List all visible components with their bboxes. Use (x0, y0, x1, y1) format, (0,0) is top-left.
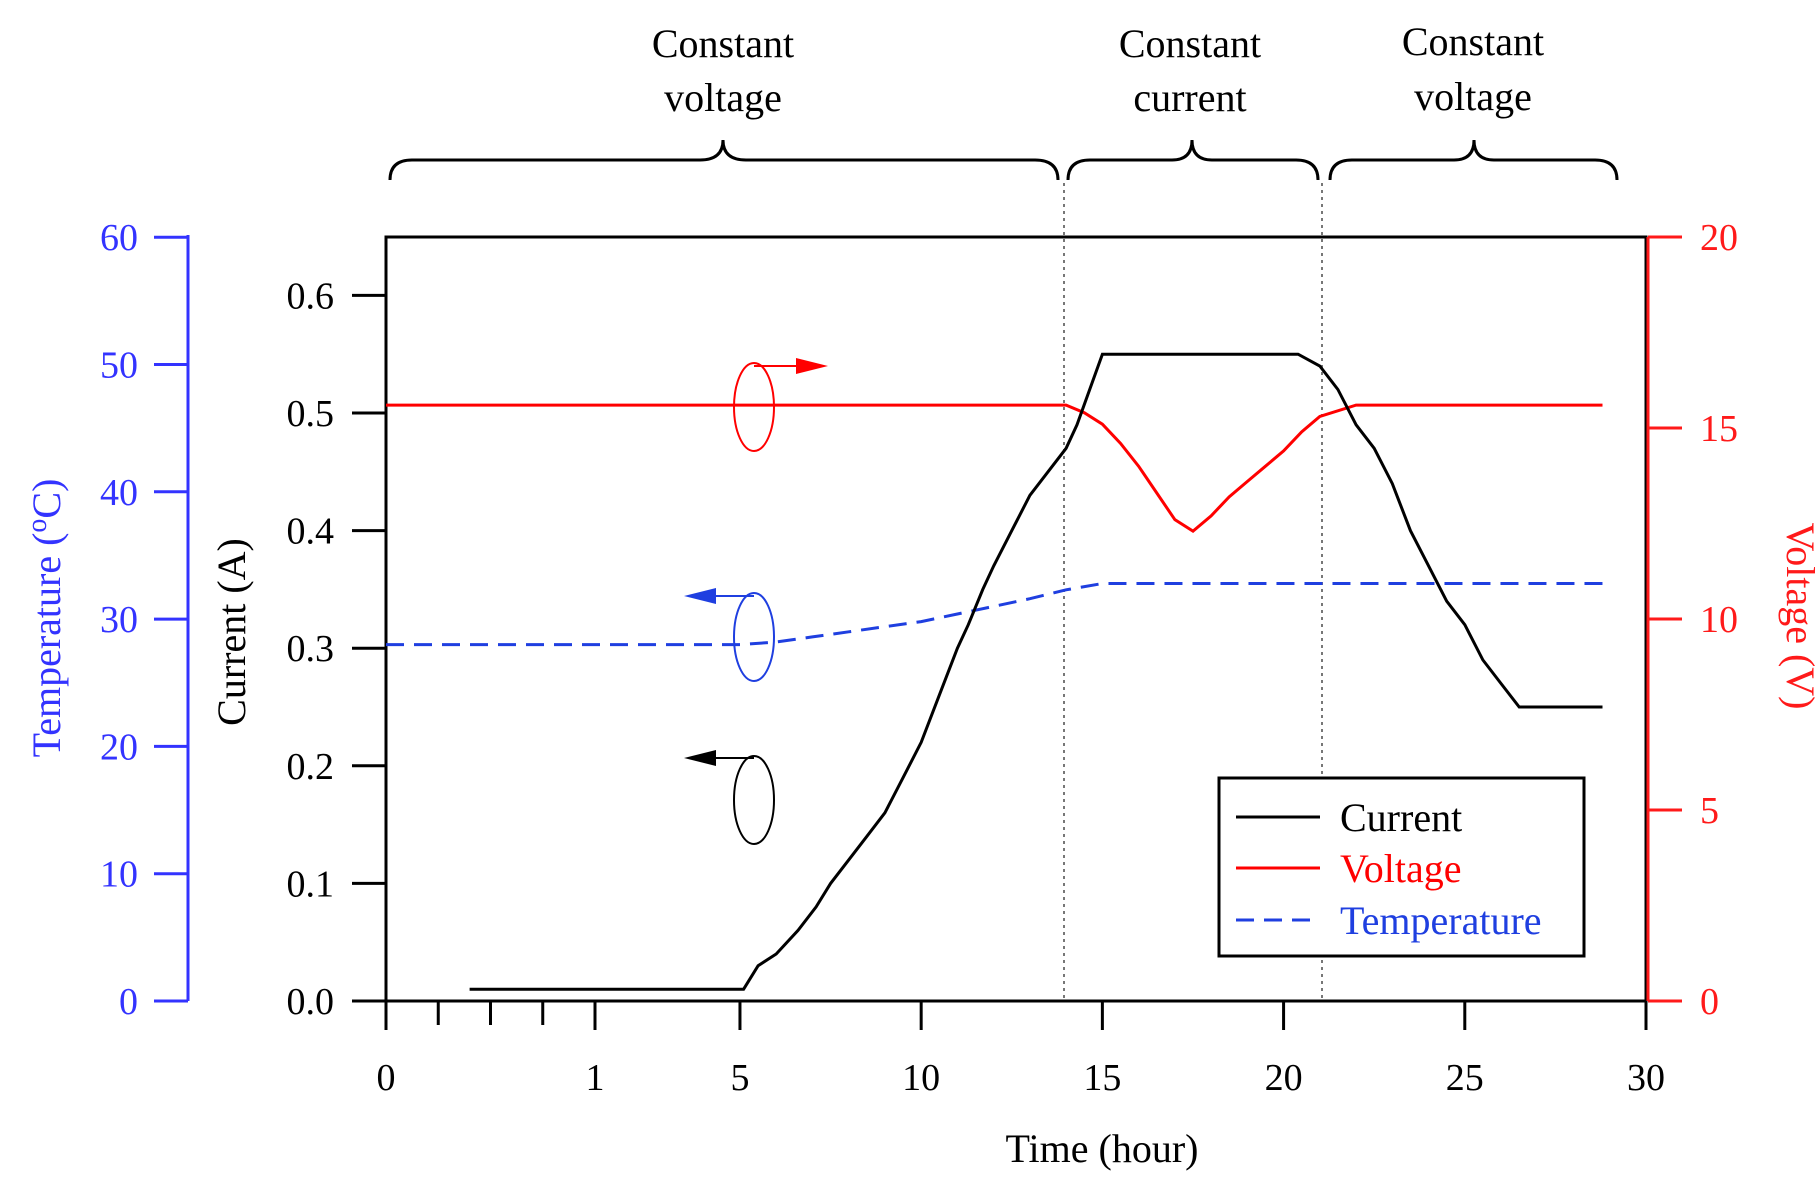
voltage-tick-label: 15 (1700, 408, 1738, 450)
time-tick-label: 15 (1083, 1057, 1121, 1099)
temperature-series-line (386, 582, 1603, 647)
legend-box (1217, 776, 1586, 958)
current-tick-label: 0.0 (287, 981, 335, 1023)
phase-1-line2: voltage (664, 75, 782, 120)
phase-3-line1: Constant (1402, 19, 1544, 64)
current-tick-label: 0.5 (287, 393, 335, 435)
legend-voltage-label: Voltage (1340, 846, 1461, 891)
temperature-tick-label: 60 (100, 217, 138, 259)
time-tick-label: 0 (377, 1057, 396, 1099)
temperature-indicator-arrow-head (684, 588, 716, 604)
legend: Current Voltage Temperature (1217, 776, 1586, 958)
temperature-tick-label: 40 (100, 472, 138, 514)
temperature-tick-label: 30 (100, 599, 138, 641)
phase-2-line1: Constant (1119, 21, 1261, 66)
voltage-tick-label: 10 (1700, 599, 1738, 641)
current-tick-label: 0.1 (287, 863, 335, 905)
temperature-tick-label: 0 (119, 981, 138, 1023)
current-indicator-arrow-head (684, 750, 716, 766)
time-tick-label: 10 (902, 1057, 940, 1099)
time-axis-label: Time (hour) (1006, 1126, 1199, 1171)
current-axis-indicator (684, 750, 775, 845)
voltage-tick-label: 20 (1700, 217, 1738, 259)
phase-2-line2: current (1133, 75, 1246, 120)
voltage-series-line (386, 403, 1603, 533)
current-tick-label: 0.3 (287, 628, 335, 670)
voltage-axis-label: Voltage (V) (1778, 523, 1818, 710)
phase-1-line1: Constant (652, 21, 794, 66)
current-tick-label: 0.2 (287, 746, 335, 788)
voltage-indicator-arrow-head (796, 358, 828, 374)
voltage-indicator-ellipse (733, 362, 775, 452)
temperature-axis-indicator (684, 588, 775, 682)
time-tick-label: 20 (1265, 1057, 1303, 1099)
time-tick-label: 1 (586, 1057, 605, 1099)
phase-3-line2: voltage (1414, 74, 1532, 119)
current-indicator-ellipse (733, 755, 775, 845)
current-axis-label: Current (A) (209, 538, 254, 726)
current-series-line (469, 352, 1603, 991)
temperature-axis: 0 10 20 30 40 50 60 Temperature (oC) (22, 217, 190, 1023)
current-tick-label: 0.6 (287, 275, 335, 317)
legend-temperature-label: Temperature (1340, 898, 1542, 943)
phase-annotations: Constant voltage Constant current Consta… (388, 19, 1619, 181)
phase-2-brace (1066, 139, 1320, 181)
temperature-indicator-ellipse (733, 592, 775, 682)
voltage-tick-label: 5 (1700, 790, 1719, 832)
current-axis: 0.0 0.1 0.2 0.3 0.4 0.5 0.6 Current (A) (209, 275, 386, 1023)
plot-frame (384, 235, 1648, 1003)
temperature-tick-label: 10 (100, 854, 138, 896)
voltage-tick-label: 0 (1700, 981, 1719, 1023)
voltage-axis: 0 5 10 15 20 Voltage (V) (1646, 217, 1818, 1023)
voltage-axis-indicator (733, 358, 828, 452)
time-tick-label: 5 (730, 1057, 749, 1099)
time-tick-label: 30 (1627, 1057, 1665, 1099)
legend-current-label: Current (1340, 795, 1462, 840)
temperature-tick-label: 50 (100, 345, 138, 387)
phase-1-brace (388, 139, 1060, 181)
time-tick-label: 25 (1446, 1057, 1484, 1099)
phase-3-brace (1328, 139, 1619, 181)
time-axis: 0 1 5 10 15 20 25 30 Time (hour) (377, 1001, 1665, 1171)
temperature-tick-label: 20 (100, 726, 138, 768)
current-tick-label: 0.4 (287, 511, 335, 553)
temperature-axis-label: Temperature (oC) (22, 479, 69, 758)
